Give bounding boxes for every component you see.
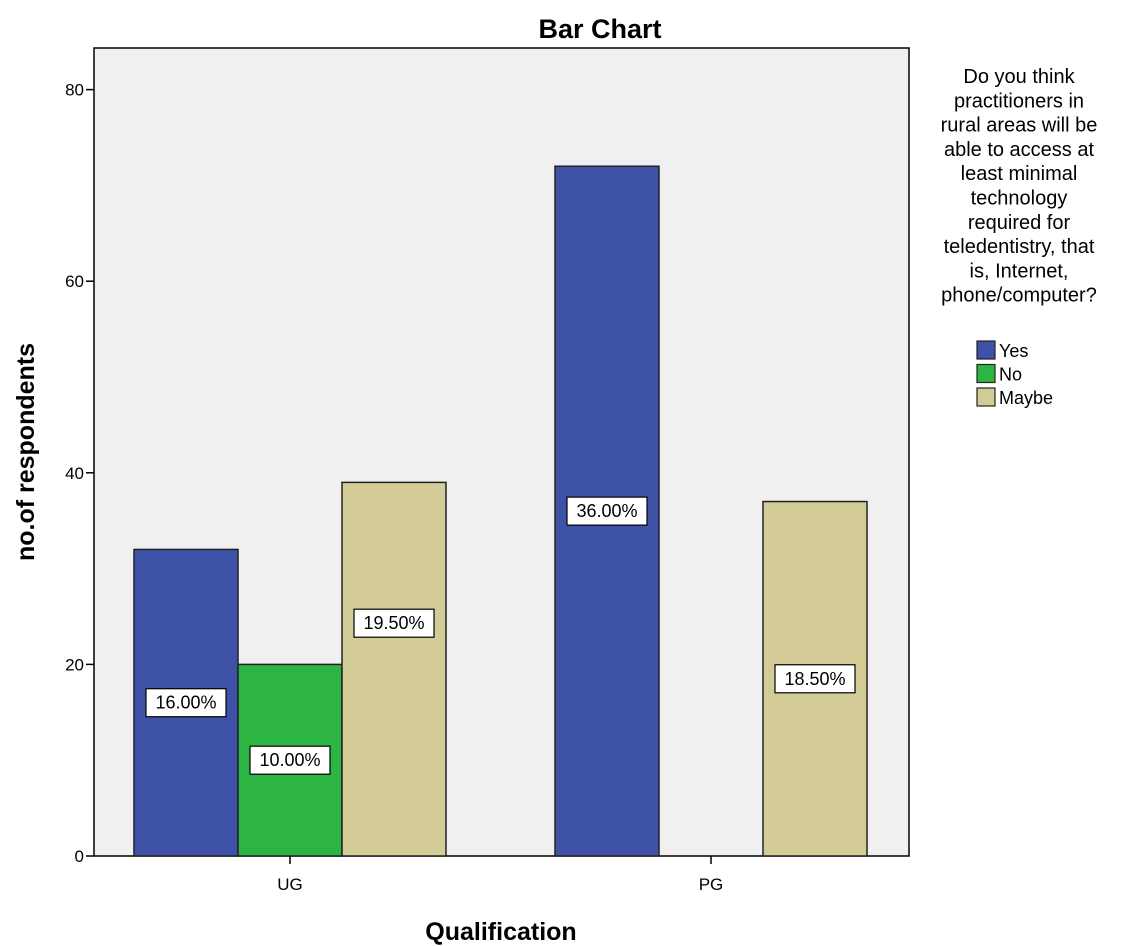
y-tick-label: 60 — [65, 272, 84, 291]
legend-swatch — [976, 340, 996, 360]
legend-title-line: teledentistry, that — [944, 236, 1095, 258]
y-tick-label: 20 — [65, 655, 84, 674]
legend-items: Yes No Maybe — [976, 340, 1053, 408]
legend-title-line: practitioners in — [954, 90, 1084, 112]
data-label-maybe-ug: 19.50% — [353, 608, 435, 638]
legend-label: Yes — [999, 341, 1028, 361]
data-label-text: 18.50% — [784, 669, 845, 689]
data-label-box — [566, 496, 648, 526]
legend-title-line: technology — [971, 188, 1068, 210]
legend-label: Maybe — [999, 388, 1053, 408]
chart-title: Bar Chart — [538, 14, 661, 44]
data-labels: 16.00% 10.00% 19.50% 36.00% 18.50% — [145, 496, 856, 775]
legend-title-line: able to access at — [944, 139, 1095, 161]
legend-title-line: rural areas will be — [941, 115, 1098, 137]
legend-swatch — [976, 363, 996, 384]
x-axis-title: Qualification — [425, 918, 576, 946]
data-label-box — [145, 688, 227, 718]
x-tick-label-ug: UG — [277, 875, 303, 894]
data-label-box — [353, 608, 435, 638]
data-label-box — [774, 664, 856, 694]
data-label-text: 10.00% — [259, 750, 320, 770]
legend-title-line: phone/computer? — [941, 285, 1097, 307]
y-axis-title: no.of respondents — [12, 343, 40, 561]
data-label-text: 16.00% — [155, 693, 216, 713]
y-axis-ticks: 0 20 40 60 80 — [65, 81, 94, 866]
legend-item-maybe: Maybe — [976, 387, 1053, 408]
legend-label: No — [999, 365, 1022, 385]
legend-title-line: is, Internet, — [970, 260, 1069, 282]
data-label-box — [249, 745, 331, 775]
y-tick-label: 80 — [65, 81, 84, 100]
data-label-yes-pg: 36.00% — [566, 496, 648, 526]
legend-swatch — [976, 387, 996, 407]
legend-item-no: No — [976, 363, 1022, 385]
y-tick-label: 0 — [75, 847, 84, 866]
legend-title-line: Do you think — [963, 66, 1075, 88]
x-tick-label-pg: PG — [699, 875, 724, 894]
data-label-text: 36.00% — [576, 501, 637, 521]
bar-maybe-ug — [341, 481, 447, 857]
legend-title-line: required for — [968, 212, 1071, 234]
data-label-no-ug: 10.00% — [249, 745, 331, 775]
data-label-text: 19.50% — [363, 613, 424, 633]
legend-item-yes: Yes — [976, 340, 1028, 361]
data-label-maybe-pg: 18.50% — [774, 664, 856, 694]
data-label-yes-ug: 16.00% — [145, 688, 227, 718]
y-tick-label: 40 — [65, 464, 84, 483]
x-axis-ticks: UG PG — [277, 856, 723, 894]
legend-title-line: least minimal — [961, 163, 1078, 185]
